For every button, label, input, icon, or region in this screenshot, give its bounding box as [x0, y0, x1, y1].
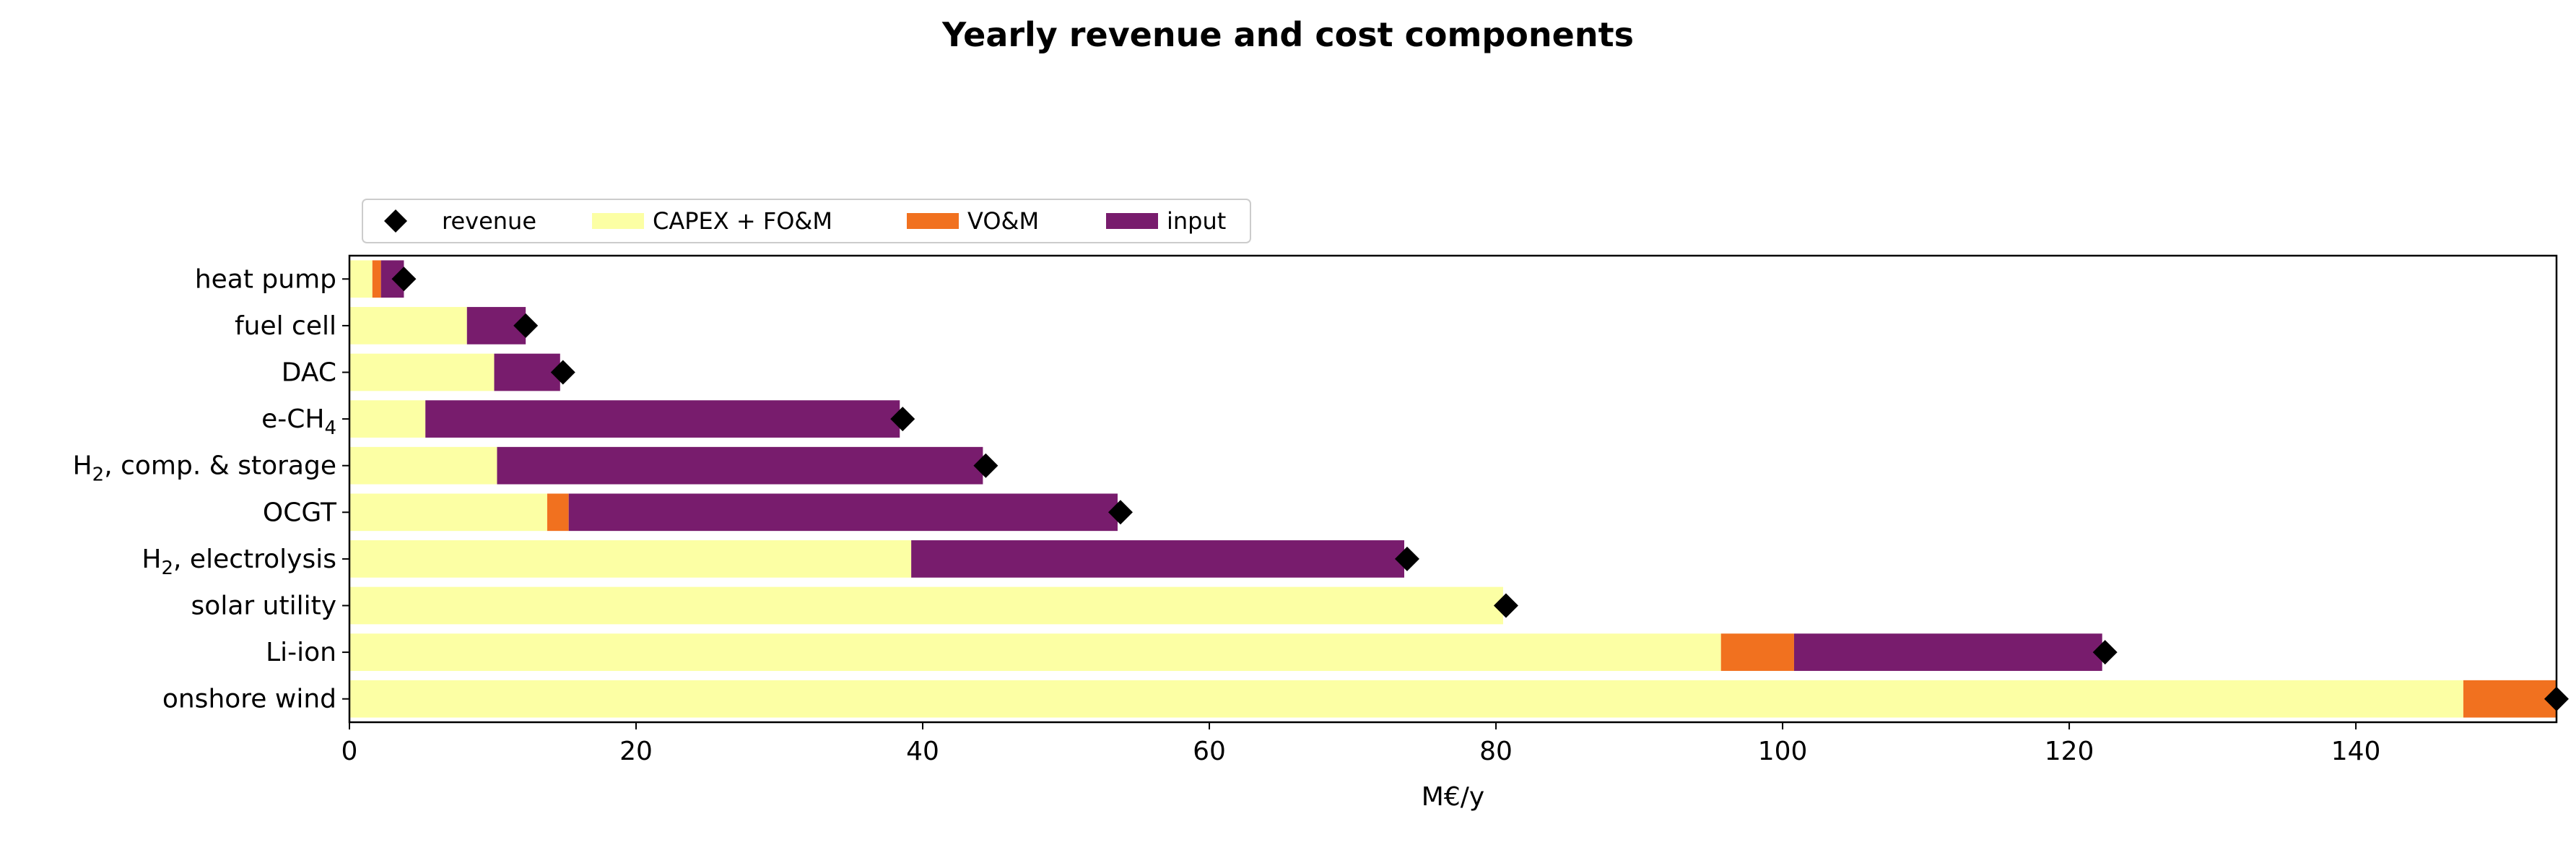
bar-segment-heat-pump-series-1	[372, 260, 381, 298]
revenue-marker	[1493, 593, 1518, 618]
bar-segment-li-ion-series-1	[1720, 633, 1794, 671]
bar-segment-li-ion-series-0	[349, 633, 1721, 671]
legend-swatch	[592, 213, 644, 229]
plot-frame	[348, 254, 2558, 724]
x-tick-label: 80	[1479, 737, 1513, 766]
y-axis: onshore wind Li-ion solar utility H2, elect…	[73, 264, 349, 714]
bar-segment-ocgt-series-0	[349, 493, 547, 532]
revenue-marker	[973, 453, 998, 478]
x-tick-label: 100	[1758, 737, 1808, 766]
bars-layer	[349, 260, 2557, 718]
y-tick-label: H2, electrolysis	[142, 545, 336, 579]
bar-segment-ocgt-series-1	[547, 493, 569, 532]
bar-segment-ocgt-series-2	[568, 493, 1118, 532]
legend-swatch	[907, 213, 959, 229]
x-tick-label: 120	[2045, 737, 2094, 766]
y-tick-label: heat pump	[195, 264, 336, 294]
bar-segment-solar-utility-series-0	[349, 586, 1503, 625]
revenue-markers-layer	[391, 266, 2569, 711]
y-tick-label: e-CH4	[261, 404, 336, 439]
bar-segment-fuel-cell-series-0	[349, 307, 467, 344]
legend-label: VO&M	[967, 207, 1039, 235]
x-axis: 0 20 40 60 80 100 120 140	[341, 722, 2381, 766]
x-tick-label: 0	[341, 737, 358, 766]
legend-label: revenue	[442, 207, 536, 235]
chart-title: Yearly revenue and cost components	[941, 15, 1634, 54]
bar-segment-h2-comp-storage-series-0	[349, 446, 497, 485]
bar-segment-onshore-wind-series-1	[2463, 680, 2557, 718]
revenue-marker	[2092, 640, 2118, 665]
bar-segment-dac-series-0	[349, 353, 495, 391]
legend-swatch-revenue	[384, 209, 407, 233]
bar-segment-h2-electrolysis-series-0	[349, 540, 912, 578]
x-axis-label: M€/y	[1422, 782, 1484, 812]
x-tick-label: 40	[906, 737, 939, 766]
bar-segment-onshore-wind-series-0	[349, 680, 2463, 718]
x-tick-label: 60	[1193, 737, 1226, 766]
bar-segment-e-ch4-series-0	[349, 400, 426, 438]
bar-segment-h2-comp-storage-series-2	[497, 446, 983, 485]
y-tick-label: Li-ion	[266, 638, 336, 667]
revenue-marker	[1108, 500, 1133, 525]
y-tick-label: solar utility	[191, 592, 336, 621]
revenue-marker	[513, 313, 539, 338]
legend: revenue CAPEX + FO&M VO&M input	[362, 199, 1251, 243]
y-tick-label: OCGT	[263, 498, 337, 527]
x-tick-label: 140	[2331, 737, 2381, 766]
legend-label: CAPEX + FO&M	[653, 207, 832, 235]
y-tick-label: DAC	[282, 358, 336, 388]
revenue-marker	[391, 266, 417, 292]
y-tick-label: fuel cell	[235, 311, 336, 341]
revenue-marker	[1394, 546, 1419, 571]
revenue-marker	[550, 360, 575, 385]
legend-swatch	[1106, 213, 1158, 229]
bar-segment-h2-electrolysis-series-2	[911, 540, 1405, 578]
legend-box	[362, 199, 1251, 243]
bar-segment-dac-series-2	[494, 353, 560, 391]
x-tick-label: 20	[619, 737, 653, 766]
y-tick-label: H2, comp. & storage	[73, 451, 336, 486]
bar-segment-e-ch4-series-2	[425, 400, 900, 438]
legend-label: input	[1167, 207, 1226, 235]
y-tick-label: onshore wind	[162, 685, 336, 714]
revenue-marker	[890, 407, 915, 432]
bar-segment-heat-pump-series-0	[349, 260, 373, 298]
bar-segment-li-ion-series-2	[1793, 633, 2102, 671]
